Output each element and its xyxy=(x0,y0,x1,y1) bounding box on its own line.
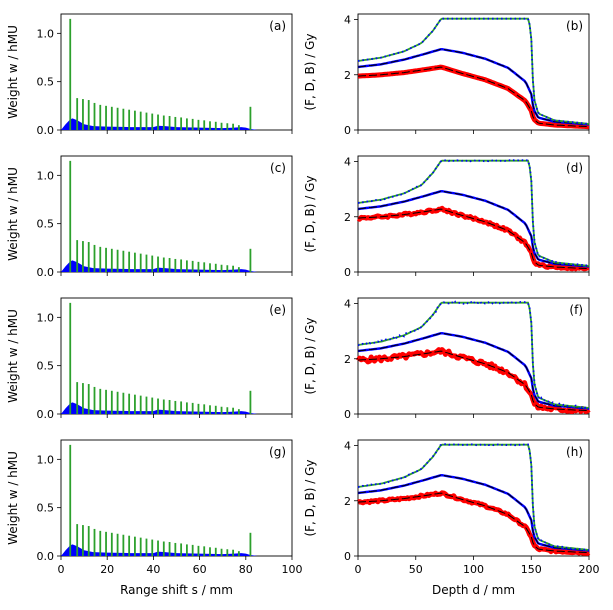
xtick-label: 80 xyxy=(239,563,253,576)
xtick-label: 0 xyxy=(355,563,362,576)
F-measured-dots xyxy=(357,300,590,410)
weights-panel-3-frame xyxy=(60,439,293,557)
ytick-label: 4 xyxy=(344,440,351,453)
ytick-label: 0 xyxy=(344,408,351,421)
ytick-label: 1.0 xyxy=(37,27,55,40)
ytick-label: 0.0 xyxy=(37,408,55,421)
continuous-weight-area xyxy=(61,118,258,130)
B-curve xyxy=(356,205,590,272)
ytick-label: 0 xyxy=(344,124,351,137)
y-axis-label: (F, D, B) / Gy xyxy=(303,175,317,252)
weights-panel-2-frame xyxy=(60,297,293,415)
D-fit-curve xyxy=(357,48,590,125)
D-fit-curve xyxy=(357,474,590,551)
F-measured-dots xyxy=(358,159,590,268)
xtick-label: 200 xyxy=(579,563,600,576)
xtick-label: 100 xyxy=(282,563,303,576)
ytick-label: 2 xyxy=(344,495,351,508)
ytick-label: 0.5 xyxy=(37,218,55,231)
B-fit-curve xyxy=(357,492,590,554)
ytick-label: 0.5 xyxy=(37,360,55,373)
ytick-label: 0.5 xyxy=(37,76,55,89)
xtick-label: 60 xyxy=(193,563,207,576)
y-axis-label: (F, D, B) / Gy xyxy=(303,317,317,394)
B-fit-curve xyxy=(357,66,590,128)
panel-label: (f) xyxy=(569,303,583,317)
panel-label: (d) xyxy=(566,161,583,175)
y-axis-label: Weight w / hMU xyxy=(6,451,20,545)
D-curve xyxy=(357,189,590,268)
y-axis-label: Weight w / hMU xyxy=(6,167,20,261)
xtick-label: 150 xyxy=(521,563,542,576)
x-axis-label-right: Depth d / mm xyxy=(432,583,515,597)
ytick-label: 4 xyxy=(344,14,351,27)
xtick-label: 50 xyxy=(409,563,423,576)
xtick-label: 40 xyxy=(146,563,160,576)
y-axis-label: (F, D, B) / Gy xyxy=(303,33,317,110)
D-fit-curve xyxy=(357,190,590,267)
panel-label: (g) xyxy=(269,445,286,459)
panel-label: (h) xyxy=(566,445,583,459)
ytick-label: 0 xyxy=(344,550,351,563)
ytick-label: 1.0 xyxy=(37,311,55,324)
ytick-label: 2 xyxy=(344,353,351,366)
panel-label: (b) xyxy=(566,19,583,33)
ytick-label: 2 xyxy=(344,69,351,82)
B-fit-curve xyxy=(357,350,590,412)
ytick-label: 0.0 xyxy=(37,266,55,279)
ytick-label: 1.0 xyxy=(37,169,55,182)
F-measured-dots xyxy=(357,17,590,125)
xtick-label: 100 xyxy=(463,563,484,576)
B-curve xyxy=(355,347,591,414)
D-curve xyxy=(357,473,590,552)
D-curve xyxy=(357,331,590,410)
y-axis-label: (F, D, B) / Gy xyxy=(303,459,317,536)
panel-label: (e) xyxy=(269,303,286,317)
ytick-label: 0.5 xyxy=(37,502,55,515)
xtick-label: 20 xyxy=(100,563,114,576)
continuous-weight-area xyxy=(61,544,258,556)
panel-label: (a) xyxy=(269,19,286,33)
continuous-weight-area xyxy=(61,260,258,272)
ytick-label: 4 xyxy=(344,156,351,169)
ytick-label: 2 xyxy=(344,211,351,224)
ytick-label: 0.0 xyxy=(37,124,55,137)
ytick-label: 1.0 xyxy=(37,453,55,466)
B-curve xyxy=(357,490,591,556)
ytick-label: 0 xyxy=(344,266,351,279)
D-fit-curve xyxy=(357,332,590,409)
D-curve xyxy=(357,47,590,126)
xtick-label: 0 xyxy=(58,563,65,576)
B-fit-curve xyxy=(357,208,590,270)
weights-panel-0-frame xyxy=(60,13,293,131)
continuous-weight-area xyxy=(61,402,258,414)
weights-panel-1-frame xyxy=(60,155,293,273)
y-axis-label: Weight w / hMU xyxy=(6,309,20,403)
ytick-label: 4 xyxy=(344,298,351,311)
panel-label: (c) xyxy=(270,161,286,175)
ytick-label: 0.0 xyxy=(37,550,55,563)
y-axis-label: Weight w / hMU xyxy=(6,25,20,119)
B-curve xyxy=(357,64,590,130)
F-measured-dots xyxy=(357,443,590,552)
x-axis-label-left: Range shift s / mm xyxy=(120,583,233,597)
